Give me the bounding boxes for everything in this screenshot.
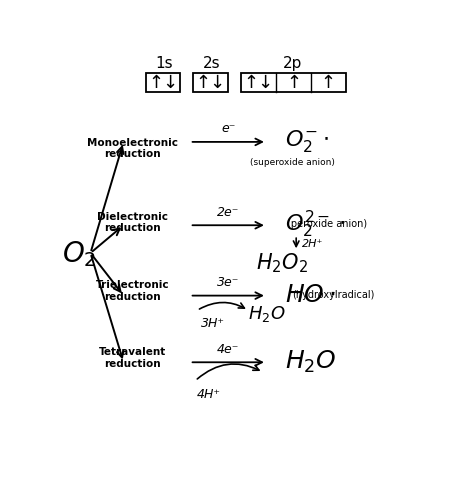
Text: $H_2O$: $H_2O$ xyxy=(248,303,286,324)
Text: $HO\cdot$: $HO\cdot$ xyxy=(285,283,336,307)
Text: ↑↓: ↑↓ xyxy=(196,74,226,92)
Text: 1s: 1s xyxy=(155,56,173,71)
Text: $H_2O_2$: $H_2O_2$ xyxy=(255,251,308,275)
Text: ↑: ↑ xyxy=(321,74,336,92)
Text: (superoxide anion): (superoxide anion) xyxy=(250,158,335,167)
Text: Tetravalent
reduction: Tetravalent reduction xyxy=(99,346,166,368)
Text: 2e⁻: 2e⁻ xyxy=(217,205,239,218)
Bar xyxy=(193,73,228,93)
Text: 2s: 2s xyxy=(203,56,220,71)
Text: Monoelectronic
reduction: Monoelectronic reduction xyxy=(87,137,178,159)
Text: e⁻: e⁻ xyxy=(221,122,236,135)
Text: $O_2^{2-}\cdot$: $O_2^{2-}\cdot$ xyxy=(285,208,345,240)
Text: 2p: 2p xyxy=(283,56,302,71)
Text: ↑↓: ↑↓ xyxy=(148,74,178,92)
Text: 2H⁺: 2H⁺ xyxy=(301,238,323,248)
Text: 3e⁻: 3e⁻ xyxy=(217,276,239,288)
Text: 3H⁺: 3H⁺ xyxy=(201,316,225,329)
Text: $H_2O$: $H_2O$ xyxy=(285,348,337,374)
Text: Dielectronic
reduction: Dielectronic reduction xyxy=(97,211,168,233)
Text: $O_2$: $O_2$ xyxy=(63,239,97,268)
Text: $O_2^{-}\cdot$: $O_2^{-}\cdot$ xyxy=(285,128,329,154)
Bar xyxy=(146,73,181,93)
Text: (hydroxylradical): (hydroxylradical) xyxy=(292,290,374,300)
Text: ↑: ↑ xyxy=(286,74,301,92)
Text: ↑↓: ↑↓ xyxy=(244,74,273,92)
Text: Trielectronic
reduction: Trielectronic reduction xyxy=(96,280,170,301)
Text: (peroxide anion): (peroxide anion) xyxy=(287,219,367,229)
Bar xyxy=(241,73,346,93)
Text: 4e⁻: 4e⁻ xyxy=(217,342,239,355)
Text: 4H⁺: 4H⁺ xyxy=(197,387,221,400)
